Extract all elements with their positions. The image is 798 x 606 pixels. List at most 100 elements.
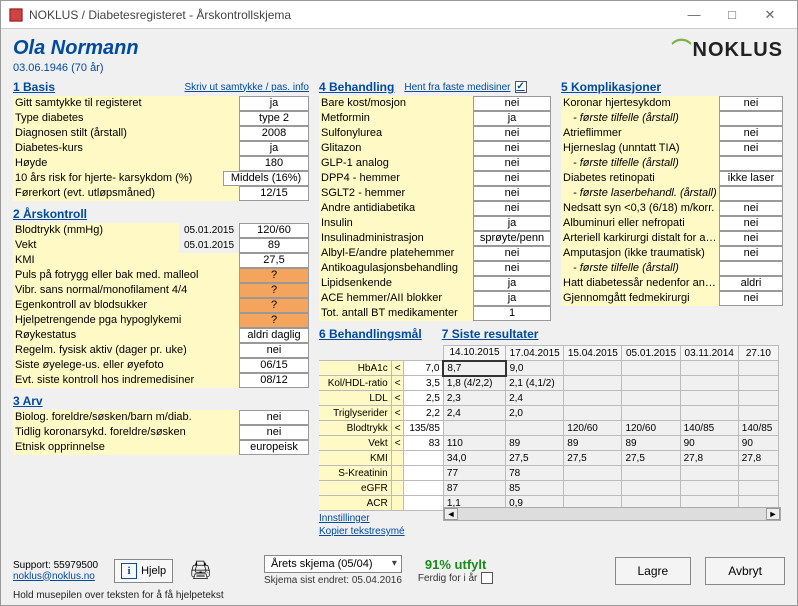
result-cell[interactable] xyxy=(564,406,622,421)
result-cell[interactable]: 2,4 xyxy=(506,391,564,406)
result-cell[interactable] xyxy=(506,421,564,436)
target-value[interactable] xyxy=(403,496,443,511)
result-cell[interactable]: 27,5 xyxy=(622,451,680,466)
result-cell[interactable]: 89 xyxy=(622,436,680,451)
schema-dropdown[interactable]: Årets skjema (05/04) xyxy=(264,555,402,573)
field-value[interactable]: nei xyxy=(719,96,783,111)
field-value[interactable]: 12/15 xyxy=(239,186,309,201)
field-value[interactable]: europeisk xyxy=(239,440,309,455)
target-value[interactable] xyxy=(403,481,443,496)
field-value[interactable]: ja xyxy=(473,276,551,291)
result-cell[interactable]: 2,3 xyxy=(443,391,505,406)
result-cell[interactable] xyxy=(622,391,680,406)
field-value[interactable]: 08/12 xyxy=(239,373,309,388)
result-cell[interactable]: 110 xyxy=(443,436,505,451)
minimize-button[interactable]: — xyxy=(675,2,713,28)
result-cell[interactable]: 27,8 xyxy=(738,451,778,466)
maximize-button[interactable]: □ xyxy=(713,2,751,28)
result-cell[interactable]: 34,0 xyxy=(443,451,505,466)
field-value[interactable]: nei xyxy=(473,126,551,141)
field-value[interactable] xyxy=(719,261,783,276)
field-value[interactable]: ja xyxy=(473,216,551,231)
field-value[interactable]: 06/15 xyxy=(239,358,309,373)
result-cell[interactable]: 27,5 xyxy=(564,451,622,466)
field-value[interactable]: nei xyxy=(719,141,783,156)
result-cell[interactable] xyxy=(622,376,680,391)
field-value[interactable]: ? xyxy=(239,268,309,283)
field-value[interactable]: Middels (16%) xyxy=(223,171,309,186)
result-cell[interactable] xyxy=(738,481,778,496)
field-value[interactable]: nei xyxy=(473,141,551,156)
field-value[interactable]: 2008 xyxy=(239,126,309,141)
ferdig-checkbox[interactable] xyxy=(481,572,493,584)
result-cell[interactable]: 9,0 xyxy=(506,361,564,376)
result-cell[interactable] xyxy=(738,466,778,481)
result-cell[interactable] xyxy=(622,481,680,496)
field-value[interactable]: nei xyxy=(719,216,783,231)
result-cell[interactable]: 120/60 xyxy=(564,421,622,436)
save-button[interactable]: Lagre xyxy=(615,557,692,585)
field-value[interactable]: nei xyxy=(239,425,309,440)
field-value[interactable]: 120/60 xyxy=(239,223,309,238)
result-cell[interactable] xyxy=(622,406,680,421)
result-cell[interactable] xyxy=(564,361,622,376)
result-cell[interactable] xyxy=(680,376,738,391)
result-cell[interactable]: 140/85 xyxy=(738,421,778,436)
field-value[interactable]: 1 xyxy=(473,306,551,321)
field-value[interactable]: nei xyxy=(719,246,783,261)
print-consent-link[interactable]: Skriv ut samtykke / pas. info xyxy=(185,82,310,93)
field-value[interactable]: nei xyxy=(473,201,551,216)
field-value[interactable]: nei xyxy=(239,343,309,358)
field-value[interactable]: aldri daglig xyxy=(239,328,309,343)
result-cell[interactable]: 89 xyxy=(564,436,622,451)
result-cell[interactable]: 90 xyxy=(680,436,738,451)
result-cell[interactable]: 77 xyxy=(443,466,505,481)
field-value[interactable]: nei xyxy=(239,410,309,425)
result-cell[interactable] xyxy=(564,481,622,496)
result-cell[interactable] xyxy=(564,391,622,406)
result-cell[interactable] xyxy=(738,406,778,421)
field-value[interactable]: ja xyxy=(239,141,309,156)
field-value[interactable]: nei xyxy=(473,156,551,171)
target-value[interactable]: 2,2 xyxy=(403,406,443,421)
result-cell[interactable] xyxy=(622,361,680,376)
result-cell[interactable] xyxy=(564,376,622,391)
result-cell[interactable] xyxy=(680,361,738,376)
field-value[interactable]: nei xyxy=(719,201,783,216)
result-cell[interactable]: 2,1 (4,1/2) xyxy=(506,376,564,391)
support-email[interactable]: noklus@noklus.no xyxy=(13,571,98,582)
result-cell[interactable]: 90 xyxy=(738,436,778,451)
result-cell[interactable] xyxy=(564,466,622,481)
field-value[interactable]: nei xyxy=(719,126,783,141)
field-value[interactable]: ? xyxy=(239,283,309,298)
target-value[interactable]: 7,0 xyxy=(403,361,443,376)
result-cell[interactable]: 2,4 xyxy=(443,406,505,421)
result-cell[interactable] xyxy=(680,481,738,496)
target-value[interactable] xyxy=(403,466,443,481)
field-value[interactable]: nei xyxy=(473,186,551,201)
field-value[interactable]: ja xyxy=(473,111,551,126)
field-value[interactable]: nei xyxy=(473,171,551,186)
target-value[interactable]: 3,5 xyxy=(403,376,443,391)
result-cell[interactable]: 140/85 xyxy=(680,421,738,436)
result-cell[interactable]: 2,0 xyxy=(506,406,564,421)
result-cell[interactable]: 8,7 xyxy=(443,361,505,376)
field-value[interactable]: nei xyxy=(473,261,551,276)
result-cell[interactable] xyxy=(622,466,680,481)
result-cell[interactable] xyxy=(680,406,738,421)
field-value[interactable]: ja xyxy=(239,96,309,111)
field-value[interactable]: type 2 xyxy=(239,111,309,126)
result-cell[interactable]: 89 xyxy=(506,436,564,451)
result-cell[interactable]: 27,5 xyxy=(506,451,564,466)
field-value[interactable]: nei xyxy=(473,246,551,261)
result-cell[interactable]: 1,8 (4/2,2) xyxy=(443,376,505,391)
innstillinger-link[interactable]: Innstillinger xyxy=(319,513,370,524)
result-cell[interactable]: 27,8 xyxy=(680,451,738,466)
hent-medisiner-checkbox[interactable] xyxy=(515,81,527,93)
kopier-tekst-link[interactable]: Kopier tekstresymé xyxy=(319,526,405,537)
field-value[interactable]: ikke laser xyxy=(719,171,783,186)
target-value[interactable]: 2,5 xyxy=(403,391,443,406)
field-value[interactable]: ? xyxy=(239,313,309,328)
field-value[interactable]: ? xyxy=(239,298,309,313)
result-cell[interactable]: 87 xyxy=(443,481,505,496)
